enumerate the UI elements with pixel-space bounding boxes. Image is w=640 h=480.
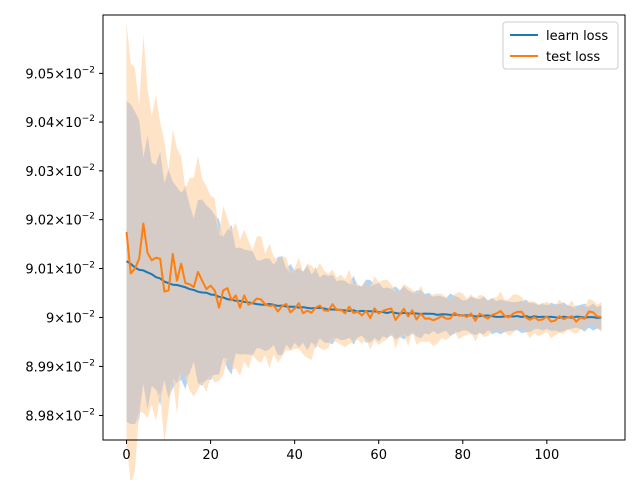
line-learn-loss [126,260,602,319]
y-tick-times: × [54,311,65,326]
y-tick-base: 10 [65,165,82,180]
y-tick-mantissa: 9 [46,311,54,326]
band-overlap [126,100,602,425]
y-tick-times: × [54,360,65,375]
y-tick-mantissa: 9.01 [25,263,54,278]
y-tick-base: 10 [65,214,82,229]
y-tick-base: 10 [65,409,82,424]
y-tick-exponent: −2 [82,163,95,173]
x-tick-label: 0 [122,448,130,463]
legend-label-learn-loss: learn loss [546,29,608,44]
y-tick-base: 10 [65,116,82,131]
y-axis: 8.98×10−28.99×10−29×10−29.01×10−29.02×10… [25,65,103,424]
y-tick-mantissa: 9.05 [25,67,54,82]
y-tick-mantissa: 8.99 [25,360,54,375]
y-tick-times: × [54,214,65,229]
x-tick-label: 40 [286,448,303,463]
y-tick-label: 8.98×10−2 [25,407,95,424]
y-tick-exponent: −2 [82,114,95,124]
y-tick-label: 9.05×10−2 [25,65,95,82]
y-tick-mantissa: 8.98 [25,409,54,424]
y-tick-exponent: −2 [82,407,95,417]
y-tick-mantissa: 9.04 [25,116,54,131]
y-tick-base: 10 [65,360,82,375]
y-tick-label: 9.03×10−2 [25,163,95,180]
y-tick-mantissa: 9.02 [25,214,54,229]
y-tick-times: × [54,409,65,424]
y-tick-times: × [54,67,65,82]
legend-label-test-loss: test loss [546,50,600,65]
legend: learn loss test loss [502,21,619,70]
y-tick-times: × [54,116,65,131]
legend-box [502,21,619,70]
y-tick-label: 8.99×10−2 [25,358,95,375]
y-tick-mantissa: 9.03 [25,165,54,180]
y-tick-label: 9.01×10−2 [25,261,95,278]
y-tick-label: 9.04×10−2 [25,114,95,131]
plot-area-frame [102,14,626,441]
y-tick-base: 10 [65,263,82,278]
y-tick-times: × [54,165,65,180]
error-bands [126,22,602,480]
y-tick-exponent: −2 [82,261,95,271]
x-tick-label: 80 [454,448,471,463]
y-tick-times: × [54,263,65,278]
x-tick-label: 60 [370,448,387,463]
x-axis: 0 20 40 60 80 100 [122,440,559,463]
y-tick-label: 9×10−2 [46,309,95,326]
y-tick-base: 10 [65,67,82,82]
y-tick-base: 10 [65,311,82,326]
y-tick-exponent: −2 [82,358,95,368]
x-tick-label: 100 [534,448,559,463]
y-tick-exponent: −2 [82,65,95,75]
y-tick-label: 9.02×10−2 [25,212,95,229]
y-tick-exponent: −2 [82,212,95,222]
series-lines [125,222,602,323]
line-test-loss [125,222,602,323]
y-tick-exponent: −2 [82,309,95,319]
x-tick-label: 20 [202,448,219,463]
